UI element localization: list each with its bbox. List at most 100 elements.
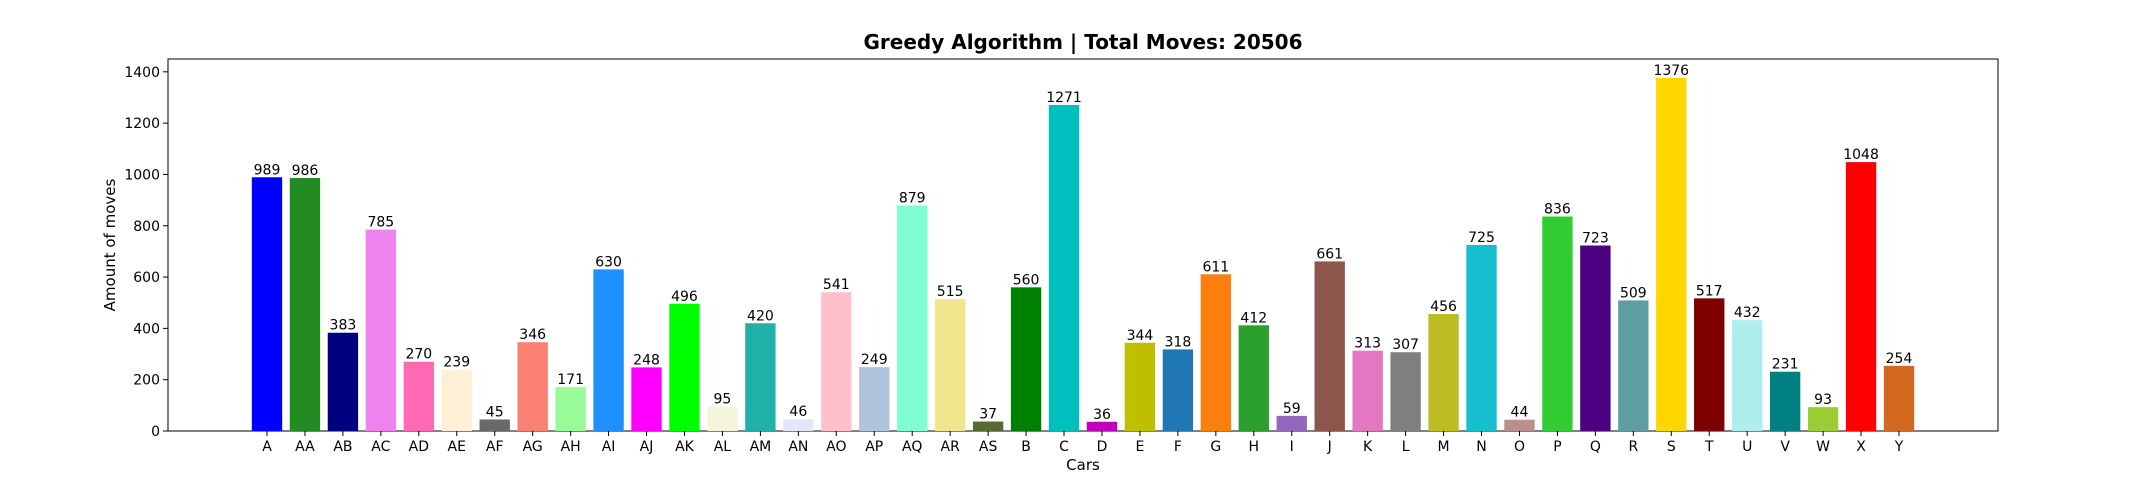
- y-axis-label: Amount of moves: [101, 178, 119, 311]
- plot-area: [167, 58, 1999, 432]
- x-tick-label-K: K: [1363, 439, 1373, 455]
- data-label-D: 36: [1093, 407, 1111, 423]
- x-tick-label-Y: Y: [1894, 439, 1904, 455]
- bar-R: [1618, 300, 1649, 431]
- data-label-R: 509: [1620, 285, 1647, 301]
- x-tick-label-L: L: [1402, 439, 1410, 455]
- x-tick-label-AO: AO: [826, 439, 846, 455]
- bar-F: [1162, 349, 1194, 431]
- data-label-Q: 723: [1582, 231, 1609, 247]
- x-tick-label-O: O: [1514, 439, 1525, 455]
- data-label-AI: 630: [595, 254, 622, 270]
- bar-AO: [821, 292, 852, 431]
- bar-AM: [745, 323, 776, 431]
- bar-Y: [1883, 365, 1915, 431]
- x-tick-label-AG: AG: [523, 439, 543, 455]
- x-tick-label-AJ: AJ: [640, 439, 654, 455]
- data-label-B: 560: [1013, 272, 1040, 288]
- bar-AP: [859, 367, 890, 431]
- data-label-AL: 95: [714, 392, 732, 408]
- chart-title: Greedy Algorithm | Total Moves: 20506: [864, 30, 1303, 54]
- x-tick-label-H: H: [1249, 439, 1260, 455]
- y-tick-label-1200: 1200: [124, 116, 160, 132]
- data-label-G: 611: [1202, 259, 1229, 275]
- x-tick-label-AM: AM: [750, 439, 772, 455]
- bar-V: [1769, 371, 1801, 431]
- bar-C: [1048, 104, 1080, 432]
- data-label-AA: 986: [292, 163, 319, 179]
- data-label-X: 1048: [1843, 147, 1879, 163]
- data-label-C: 1271: [1046, 90, 1082, 106]
- data-label-AB: 383: [330, 318, 357, 334]
- data-label-L: 307: [1392, 337, 1419, 353]
- bar-O: [1504, 419, 1535, 431]
- x-tick-label-AE: AE: [448, 439, 466, 455]
- x-tick-label-N: N: [1476, 439, 1486, 455]
- bar-AK: [669, 303, 700, 431]
- x-axis: A AA AB AC AD AE AF AG AH AI AJ AK AL AM AN AO AP AQ AR AS B…: [262, 431, 1904, 455]
- x-tick-label-D: D: [1097, 439, 1108, 455]
- bar-AB: [327, 332, 359, 431]
- data-label-J: 661: [1316, 246, 1343, 262]
- y-tick-label-1400: 1400: [124, 65, 160, 81]
- x-tick-label-AF: AF: [486, 439, 504, 455]
- x-tick-label-AB: AB: [333, 439, 352, 455]
- bar-Q: [1580, 245, 1611, 431]
- x-tick-label-B: B: [1021, 439, 1031, 455]
- x-tick-label-E: E: [1136, 439, 1145, 455]
- data-label-AO: 541: [823, 277, 850, 293]
- bar-AR: [934, 298, 966, 431]
- bar-J: [1314, 261, 1345, 431]
- bar-AC: [365, 229, 397, 431]
- x-axis-label: Cars: [1066, 456, 1100, 474]
- x-tick-label-S: S: [1667, 439, 1676, 455]
- data-label-AK: 496: [671, 289, 698, 305]
- data-label-AJ: 248: [633, 352, 660, 368]
- x-tick-label-C: C: [1059, 439, 1069, 455]
- data-label-AR: 515: [937, 284, 964, 300]
- x-tick-label-AD: AD: [409, 439, 429, 455]
- data-label-K: 313: [1354, 336, 1381, 352]
- x-tick-label-AC: AC: [371, 439, 390, 455]
- bar-G: [1200, 274, 1232, 431]
- bar-AQ: [897, 205, 928, 431]
- x-tick-label-AR: AR: [941, 439, 961, 455]
- bar-AN: [783, 419, 814, 431]
- bar-K: [1352, 350, 1383, 431]
- bar-A: [251, 177, 283, 431]
- data-label-AC: 785: [367, 215, 394, 231]
- bar-AD: [403, 361, 434, 431]
- x-tick-label-V: V: [1780, 439, 1790, 455]
- bar-AJ: [631, 367, 662, 431]
- bar-AL: [707, 406, 738, 431]
- x-tick-label-AI: AI: [602, 439, 616, 455]
- x-tick-label-F: F: [1174, 439, 1182, 455]
- data-label-AM: 420: [747, 308, 774, 324]
- x-tick-label-A: A: [262, 439, 272, 455]
- x-tick-label-I: I: [1290, 439, 1294, 455]
- data-label-AH: 171: [557, 372, 584, 388]
- data-label-F: 318: [1165, 334, 1192, 350]
- data-label-U: 432: [1734, 305, 1761, 321]
- x-tick-label-AQ: AQ: [902, 439, 922, 455]
- y-tick-label-600: 600: [133, 270, 160, 286]
- x-tick-label-R: R: [1628, 439, 1638, 455]
- bar-AE: [441, 369, 472, 431]
- data-label-E: 344: [1127, 328, 1154, 344]
- bar-U: [1732, 320, 1763, 431]
- data-label-S: 1376: [1653, 63, 1689, 79]
- bar-AG: [517, 342, 548, 431]
- data-label-Y: 254: [1886, 351, 1913, 367]
- data-label-AE: 239: [443, 355, 470, 371]
- y-tick-label-800: 800: [133, 219, 160, 235]
- x-tick-label-T: T: [1704, 439, 1714, 455]
- x-tick-label-AN: AN: [788, 439, 808, 455]
- bar-H: [1238, 325, 1269, 431]
- bar-D: [1086, 421, 1118, 431]
- x-tick-label-AK: AK: [675, 439, 695, 455]
- bar-S: [1656, 77, 1687, 431]
- data-label-T: 517: [1696, 283, 1723, 299]
- bar-E: [1124, 342, 1156, 431]
- x-tick-label-AS: AS: [979, 439, 998, 455]
